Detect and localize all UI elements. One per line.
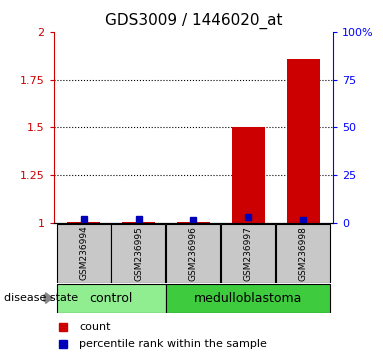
Text: GSM236994: GSM236994 xyxy=(79,226,88,280)
Text: percentile rank within the sample: percentile rank within the sample xyxy=(79,339,267,349)
Title: GDS3009 / 1446020_at: GDS3009 / 1446020_at xyxy=(105,13,282,29)
Text: disease state: disease state xyxy=(4,293,78,303)
FancyBboxPatch shape xyxy=(276,224,330,282)
Text: GSM236995: GSM236995 xyxy=(134,225,143,281)
FancyBboxPatch shape xyxy=(166,224,220,282)
Text: GSM236998: GSM236998 xyxy=(299,225,308,281)
FancyBboxPatch shape xyxy=(111,224,165,282)
Text: GSM236996: GSM236996 xyxy=(189,225,198,281)
Bar xyxy=(177,222,210,223)
Text: GSM236997: GSM236997 xyxy=(244,225,253,281)
Bar xyxy=(122,222,155,223)
Bar xyxy=(232,127,265,223)
Bar xyxy=(67,222,100,223)
FancyBboxPatch shape xyxy=(57,284,166,313)
Bar xyxy=(286,59,319,223)
FancyBboxPatch shape xyxy=(57,224,111,282)
Text: control: control xyxy=(90,292,133,305)
Text: count: count xyxy=(79,322,111,332)
FancyArrow shape xyxy=(44,293,52,303)
FancyBboxPatch shape xyxy=(166,284,330,313)
FancyBboxPatch shape xyxy=(221,224,275,282)
Text: medulloblastoma: medulloblastoma xyxy=(194,292,303,305)
